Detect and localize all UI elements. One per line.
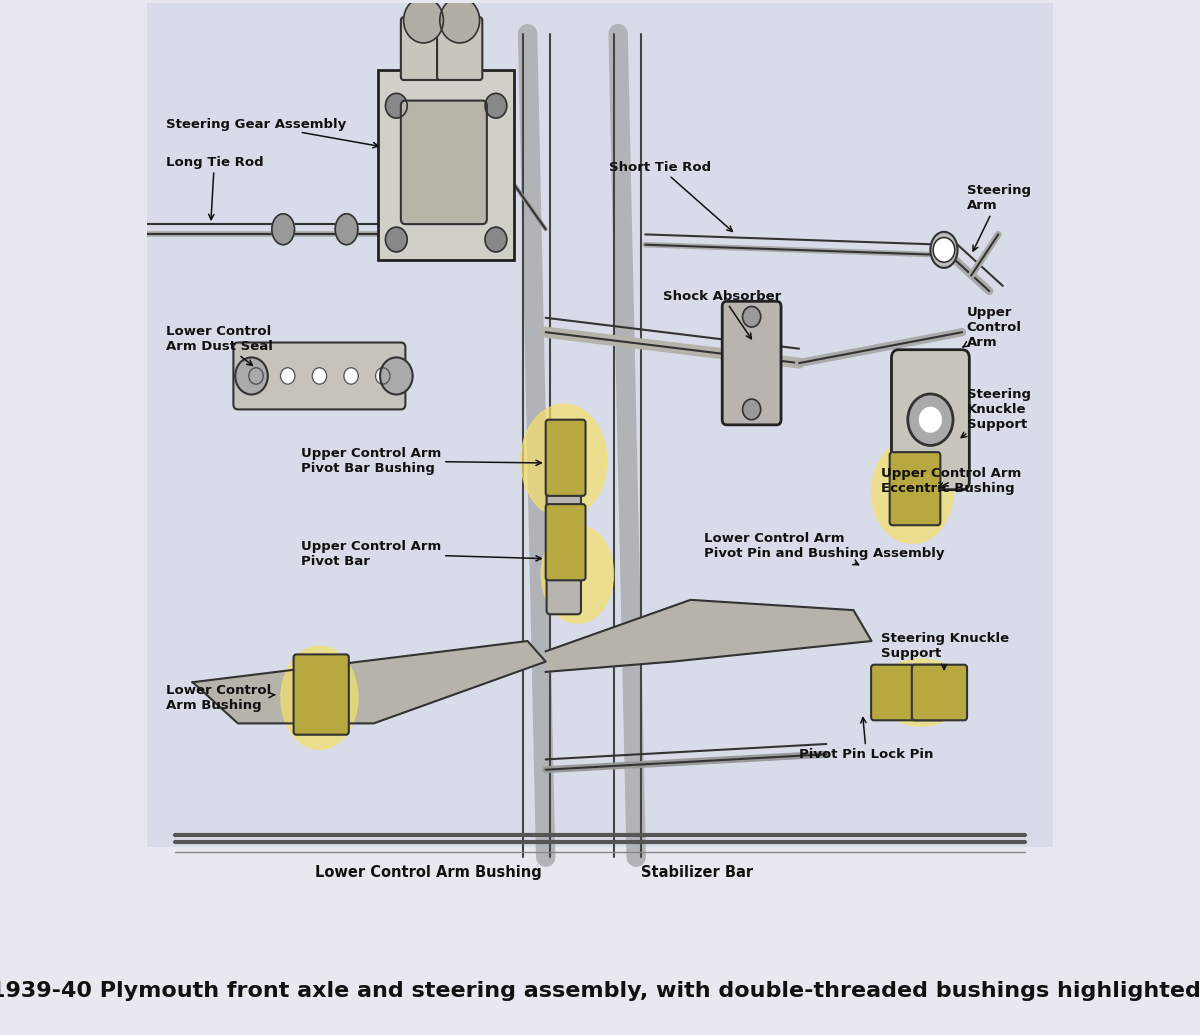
Text: Lower Control
Arm Dust Seal: Lower Control Arm Dust Seal	[166, 325, 272, 365]
FancyBboxPatch shape	[546, 504, 586, 581]
FancyBboxPatch shape	[233, 343, 406, 410]
Ellipse shape	[335, 214, 358, 244]
FancyBboxPatch shape	[722, 301, 781, 424]
Circle shape	[385, 228, 407, 252]
FancyBboxPatch shape	[378, 69, 514, 260]
FancyBboxPatch shape	[871, 664, 944, 720]
FancyBboxPatch shape	[148, 847, 1052, 1032]
FancyBboxPatch shape	[546, 425, 581, 614]
Circle shape	[403, 0, 444, 42]
Text: Stabilizer Bar: Stabilizer Bar	[641, 865, 752, 880]
FancyBboxPatch shape	[294, 654, 349, 735]
Circle shape	[312, 367, 326, 384]
Text: Upper Control Arm
Eccentric Bushing: Upper Control Arm Eccentric Bushing	[881, 468, 1021, 496]
Circle shape	[248, 367, 263, 384]
FancyBboxPatch shape	[401, 18, 446, 80]
Polygon shape	[193, 641, 546, 723]
Text: 1939-40 Plymouth front axle and steering assembly, with double-threaded bushings: 1939-40 Plymouth front axle and steering…	[0, 981, 1200, 1001]
Polygon shape	[546, 600, 871, 672]
FancyBboxPatch shape	[148, 3, 1052, 857]
Ellipse shape	[876, 659, 967, 726]
Text: Long Tie Rod: Long Tie Rod	[166, 156, 263, 219]
Circle shape	[934, 237, 955, 262]
Ellipse shape	[930, 232, 958, 268]
Text: Short Tie Rod: Short Tie Rod	[610, 161, 732, 232]
Text: Lower Control Arm
Pivot Pin and Bushing Assembly: Lower Control Arm Pivot Pin and Bushing …	[704, 532, 944, 565]
Text: Lower Control
Arm Bushing: Lower Control Arm Bushing	[166, 684, 275, 712]
Circle shape	[385, 93, 407, 118]
Circle shape	[281, 367, 295, 384]
FancyBboxPatch shape	[437, 18, 482, 80]
Circle shape	[380, 357, 413, 394]
FancyBboxPatch shape	[401, 100, 487, 225]
Text: Steering Gear Assembly: Steering Gear Assembly	[166, 118, 378, 148]
FancyBboxPatch shape	[546, 420, 586, 496]
Ellipse shape	[281, 646, 358, 749]
Text: Pivot Pin Lock Pin: Pivot Pin Lock Pin	[799, 717, 934, 761]
Circle shape	[376, 367, 390, 384]
Circle shape	[907, 394, 953, 445]
Text: Lower Control Arm Bushing: Lower Control Arm Bushing	[314, 865, 541, 880]
FancyBboxPatch shape	[912, 664, 967, 720]
Circle shape	[919, 408, 941, 432]
Text: Upper Control Arm
Pivot Bar: Upper Control Arm Pivot Bar	[301, 539, 541, 567]
Ellipse shape	[272, 214, 294, 244]
Text: Steering Knuckle
Support: Steering Knuckle Support	[881, 632, 1009, 670]
Circle shape	[743, 306, 761, 327]
FancyBboxPatch shape	[889, 452, 941, 525]
Text: Shock Absorber: Shock Absorber	[664, 290, 781, 338]
Text: Upper
Control
Arm: Upper Control Arm	[962, 305, 1021, 349]
FancyBboxPatch shape	[892, 350, 970, 490]
Circle shape	[235, 357, 268, 394]
Circle shape	[344, 367, 359, 384]
Text: Steering
Knuckle
Support: Steering Knuckle Support	[961, 388, 1031, 438]
Text: Upper Control Arm
Pivot Bar Bushing: Upper Control Arm Pivot Bar Bushing	[301, 447, 541, 475]
Circle shape	[485, 228, 506, 252]
Circle shape	[439, 0, 480, 42]
Ellipse shape	[871, 440, 953, 543]
Ellipse shape	[521, 405, 607, 518]
Text: Steering
Arm: Steering Arm	[967, 184, 1031, 250]
Circle shape	[743, 400, 761, 420]
Ellipse shape	[541, 525, 613, 623]
Circle shape	[485, 93, 506, 118]
